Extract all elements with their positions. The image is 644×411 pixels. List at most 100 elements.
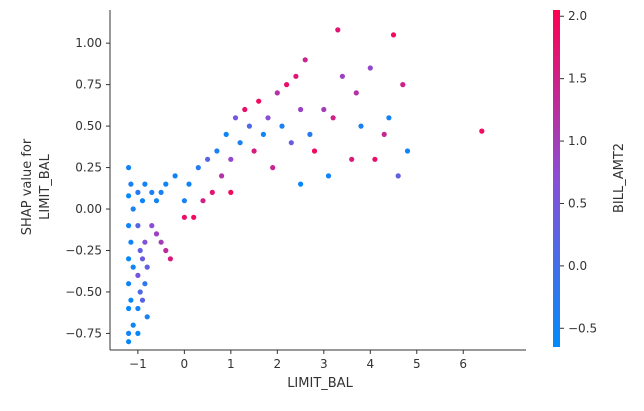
data-point bbox=[307, 131, 313, 137]
data-point bbox=[126, 281, 132, 287]
y-tick-label: 0.25 bbox=[75, 161, 102, 175]
data-point bbox=[349, 156, 355, 162]
data-point bbox=[288, 140, 294, 146]
data-point bbox=[270, 165, 276, 171]
x-tick-label: 3 bbox=[320, 357, 328, 371]
data-point bbox=[135, 272, 141, 278]
data-point bbox=[274, 90, 280, 96]
data-point bbox=[158, 189, 164, 195]
data-point bbox=[142, 181, 148, 187]
data-point bbox=[128, 239, 134, 245]
data-point bbox=[186, 181, 192, 187]
data-point bbox=[223, 131, 229, 137]
data-point bbox=[242, 106, 248, 113]
y-tick-label: 0.75 bbox=[75, 78, 102, 92]
data-point bbox=[339, 73, 345, 79]
x-axis-label: LIMIT_BAL bbox=[287, 376, 353, 391]
data-point bbox=[214, 148, 220, 154]
data-point bbox=[321, 106, 327, 113]
y-tick-label: 1.00 bbox=[75, 36, 102, 50]
data-point bbox=[139, 297, 146, 303]
data-point bbox=[142, 239, 148, 245]
colorbar-tick-label: 0.5 bbox=[568, 196, 587, 210]
data-point bbox=[144, 264, 150, 270]
data-point bbox=[246, 123, 252, 129]
data-point bbox=[381, 131, 387, 137]
data-point bbox=[126, 193, 132, 199]
data-point bbox=[126, 305, 132, 312]
data-point bbox=[149, 223, 155, 229]
data-point bbox=[153, 198, 160, 204]
data-point bbox=[128, 181, 134, 187]
data-point bbox=[126, 330, 132, 336]
data-point bbox=[260, 131, 266, 137]
data-point bbox=[142, 281, 148, 287]
scatter-points bbox=[126, 27, 485, 345]
data-point bbox=[130, 264, 136, 270]
x-tick-label: 2 bbox=[274, 357, 282, 371]
data-point bbox=[386, 115, 392, 121]
data-point bbox=[265, 115, 271, 121]
y-tick-label: −0.75 bbox=[65, 326, 102, 340]
data-point bbox=[149, 189, 155, 195]
data-point bbox=[298, 106, 304, 113]
data-point bbox=[232, 115, 239, 121]
data-point bbox=[200, 198, 206, 204]
x-tick-label: 0 bbox=[181, 357, 189, 371]
data-point bbox=[137, 289, 143, 295]
data-point bbox=[144, 314, 150, 320]
colorbar-tick-label: 2.0 bbox=[568, 9, 587, 23]
y-tick-label: −0.25 bbox=[65, 243, 102, 257]
data-point bbox=[479, 128, 485, 134]
x-tick-label: 5 bbox=[413, 357, 421, 371]
data-point bbox=[130, 322, 136, 328]
data-point bbox=[237, 140, 243, 146]
data-point bbox=[325, 173, 332, 179]
colorbar-tick-label: −0.5 bbox=[568, 321, 597, 335]
data-point bbox=[209, 189, 215, 195]
x-tick-label: 6 bbox=[459, 357, 467, 371]
data-point bbox=[130, 206, 136, 212]
data-point bbox=[163, 181, 169, 187]
data-point bbox=[302, 57, 308, 63]
data-point bbox=[135, 305, 141, 312]
data-point bbox=[311, 148, 318, 154]
data-point bbox=[293, 73, 299, 79]
data-point bbox=[367, 65, 373, 71]
data-point bbox=[251, 148, 257, 154]
data-point bbox=[139, 198, 146, 204]
y-tick-label: 0.50 bbox=[75, 119, 102, 133]
colorbar-tick-label: 1.5 bbox=[568, 72, 587, 86]
data-point bbox=[372, 156, 378, 162]
data-point bbox=[191, 214, 197, 220]
y-tick-label: 0.00 bbox=[75, 202, 102, 216]
data-point bbox=[167, 256, 173, 262]
data-point bbox=[128, 297, 134, 303]
data-point bbox=[135, 223, 141, 229]
data-point bbox=[126, 339, 132, 345]
data-point bbox=[205, 156, 211, 162]
axis-ticks: −1 0 1 2 3 4 5 6 −0.75 −0.50 −0.25 0.00 0.25 0.50 0.75… bbox=[65, 36, 467, 371]
data-point bbox=[390, 32, 397, 38]
data-point bbox=[153, 231, 160, 237]
data-point bbox=[181, 198, 187, 204]
data-point bbox=[158, 239, 164, 245]
x-tick-label: −1 bbox=[129, 357, 147, 371]
data-point bbox=[139, 256, 146, 262]
data-point bbox=[137, 247, 143, 254]
data-point bbox=[404, 148, 411, 154]
axes bbox=[109, 10, 526, 351]
data-point bbox=[284, 82, 290, 88]
data-point bbox=[219, 173, 225, 179]
colorbar-label: BILL_AMT2 bbox=[612, 143, 627, 213]
data-point bbox=[358, 123, 364, 129]
x-tick-label: 1 bbox=[227, 357, 235, 371]
data-point bbox=[228, 189, 234, 195]
data-point bbox=[181, 214, 187, 220]
data-point bbox=[330, 115, 336, 121]
data-point bbox=[195, 165, 201, 171]
data-point bbox=[400, 82, 406, 88]
data-point bbox=[126, 223, 132, 229]
colorbar-ticks: −0.5 0.0 0.5 1.0 1.5 2.0 bbox=[560, 9, 597, 335]
